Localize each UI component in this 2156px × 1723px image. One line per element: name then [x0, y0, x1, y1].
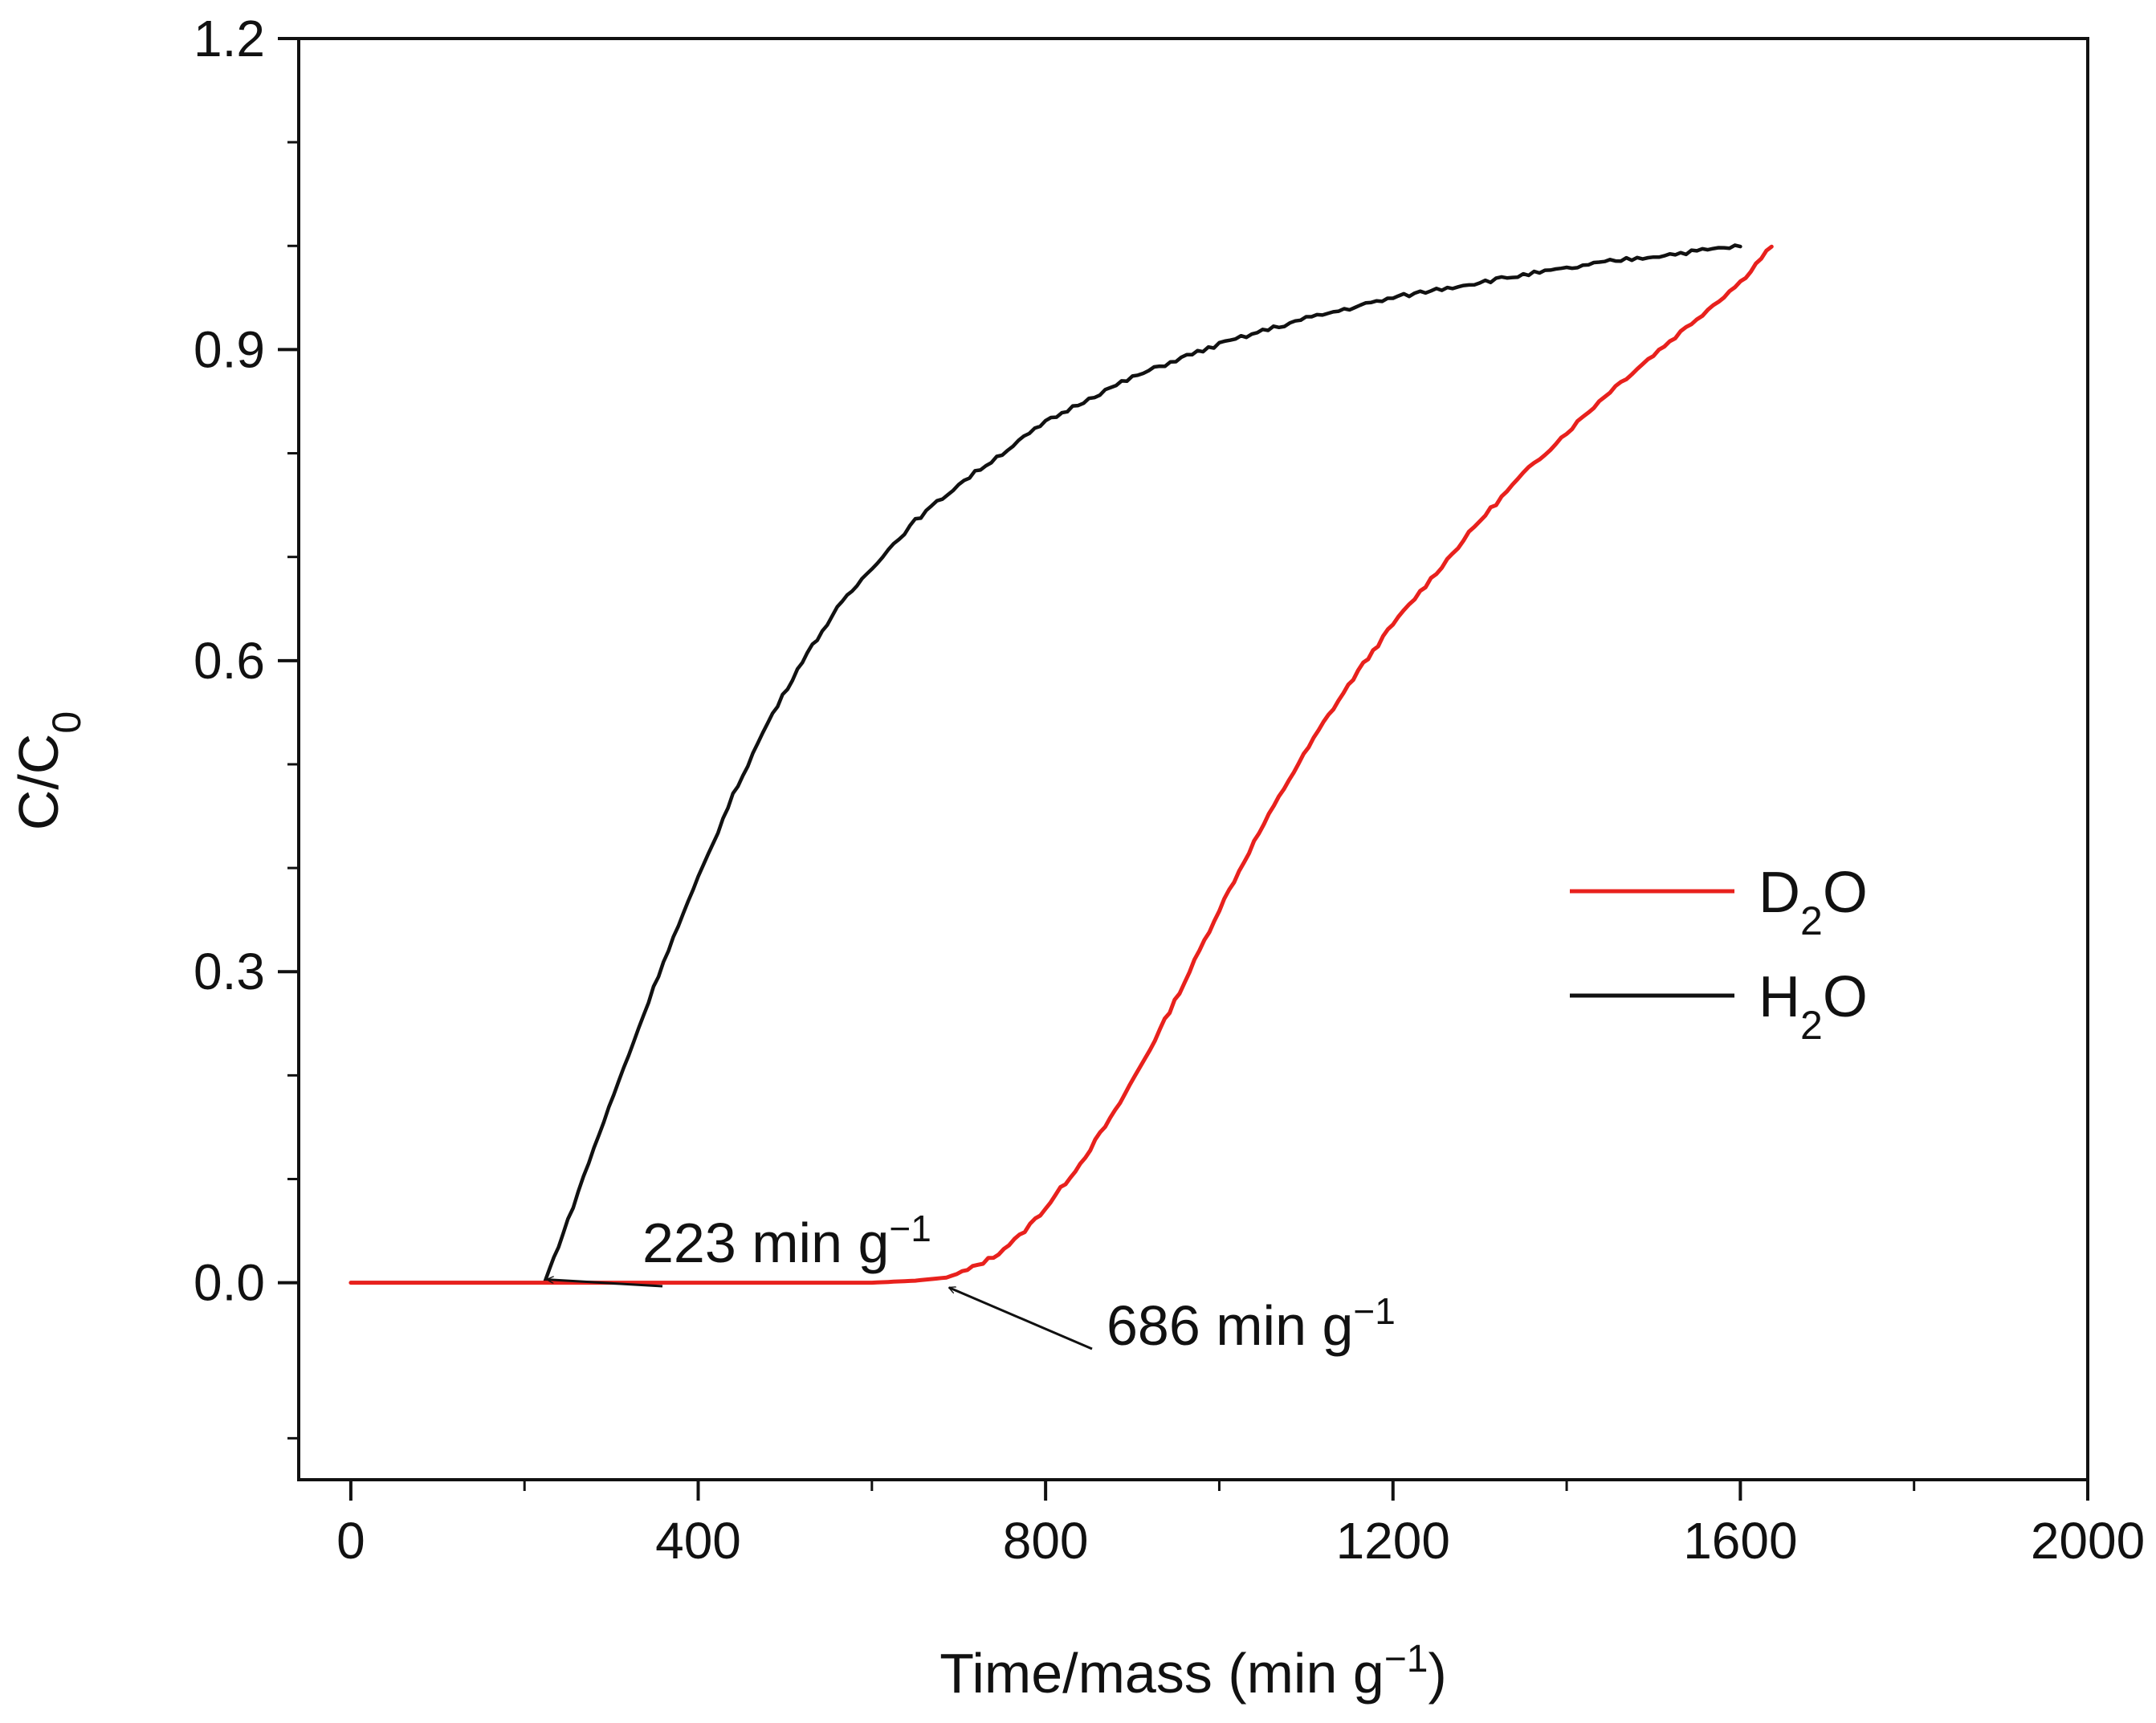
annotation-223-arrow [547, 1280, 663, 1288]
x-tick-label: 2000 [2031, 1512, 2145, 1570]
annotation-686-arrow [949, 1288, 1093, 1350]
annotation-686: 686 min g−1 [949, 1288, 1396, 1357]
x-axis-title: Time/mass (min g−1) [939, 1638, 1447, 1705]
series-group [348, 243, 1774, 1285]
plot-frame [297, 37, 2089, 1481]
y-axis-title: C/C0 [7, 711, 89, 830]
legend-label-h2o: H2O [1759, 965, 1868, 1048]
x-tick-label: 800 [1003, 1512, 1089, 1570]
y-tick-label: 1.2 [194, 10, 265, 67]
series-line-d2o [348, 244, 1774, 1285]
annotation-686-label: 686 min g−1 [1107, 1290, 1396, 1357]
legend: D2O H2O [1570, 861, 1868, 1048]
x-tick-label: 1600 [1683, 1512, 1797, 1570]
x-tick-label: 1200 [1336, 1512, 1450, 1570]
x-tick-label: 400 [655, 1512, 741, 1570]
y-tick-label: 0.0 [194, 1254, 265, 1312]
y-tick-label: 0.6 [194, 632, 265, 690]
x-axis-ticks: 0 400 800 1200 1600 2000 [336, 1480, 2145, 1570]
x-tick-label: 0 [336, 1512, 365, 1570]
legend-label-d2o: D2O [1759, 861, 1868, 943]
annotation-223: 223 min g−1 [547, 1208, 931, 1288]
series-line-h2o [348, 243, 1742, 1285]
y-tick-label: 0.3 [194, 943, 265, 1000]
y-axis-ticks: 0.0 0.3 0.6 0.9 1.2 [194, 10, 299, 1440]
annotation-223-label: 223 min g−1 [642, 1208, 931, 1274]
y-tick-label: 0.9 [194, 320, 265, 378]
